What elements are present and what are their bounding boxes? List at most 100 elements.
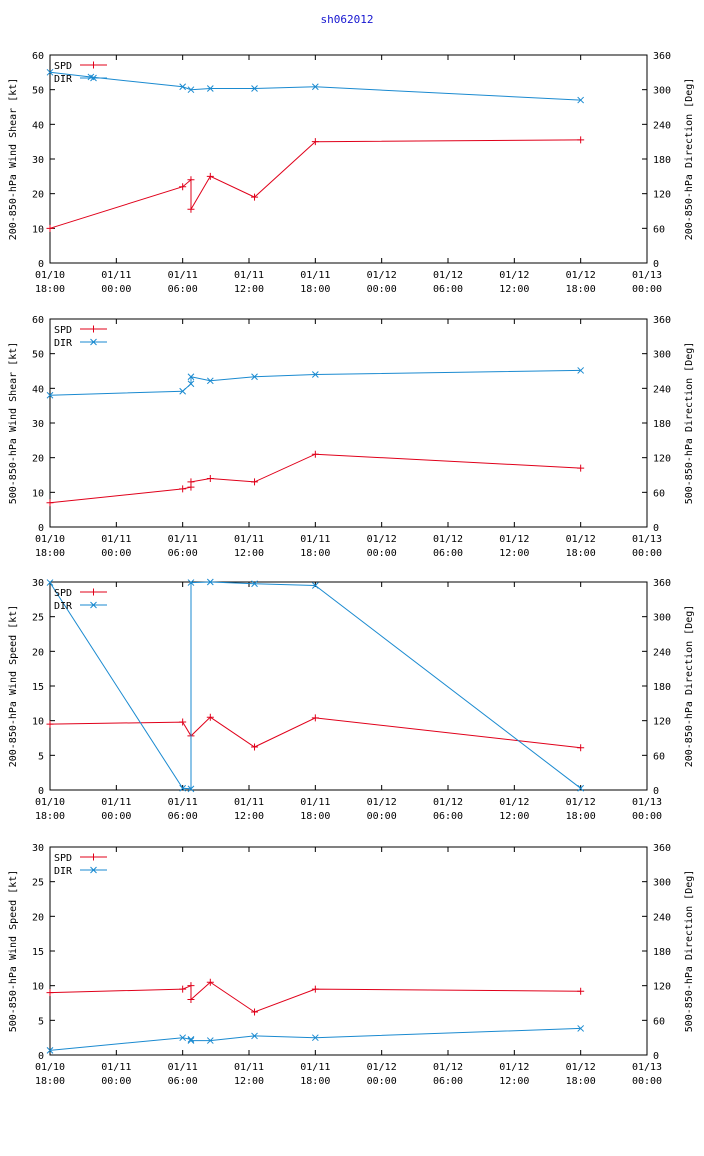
- x-tick-time: 00:00: [367, 1076, 397, 1087]
- x-tick-time: 18:00: [35, 548, 65, 559]
- legend-marker-dir: [90, 338, 97, 346]
- y-tick-label: 10: [32, 717, 44, 728]
- series-spd: [46, 450, 585, 507]
- x-tick-time: 00:00: [632, 811, 662, 822]
- x-tick-date: 01/10: [35, 534, 65, 545]
- data-point-spd: [46, 499, 54, 507]
- y-tick-label: 15: [32, 682, 44, 693]
- y2-tick-label: 120: [653, 190, 671, 201]
- x-tick-time: 06:00: [168, 284, 198, 295]
- x-tick-date: 01/12: [367, 270, 397, 281]
- y-tick-label: 0: [38, 1051, 44, 1062]
- series-spd: [46, 978, 585, 1016]
- x-tick-time: 18:00: [566, 1076, 596, 1087]
- data-point-dir: [206, 578, 214, 586]
- x-tick-time: 12:00: [499, 1076, 529, 1087]
- x-tick-date: 01/12: [367, 534, 397, 545]
- legend-marker-dir: [90, 601, 97, 609]
- plot-frame: [49, 54, 648, 264]
- x-tick-date: 01/12: [499, 534, 529, 545]
- series-line-dir: [49, 1027, 581, 1051]
- data-point-dir: [187, 86, 195, 94]
- data-point-dir: [187, 1037, 195, 1044]
- x-tick-time: 18:00: [35, 284, 65, 295]
- y2-tick-label: 0: [653, 1051, 659, 1062]
- chart-panel-4: 05101520253006012018024030036001/1018:00…: [8, 843, 695, 1087]
- series-spd: [46, 136, 585, 232]
- x-tick-time: 12:00: [234, 284, 264, 295]
- series-line-spd: [49, 453, 581, 504]
- data-point-dir: [311, 371, 319, 378]
- x-tick-time: 12:00: [499, 811, 529, 822]
- x-tick-time: 00:00: [632, 548, 662, 559]
- series-line-spd: [49, 139, 581, 229]
- y-tick-label: 20: [32, 912, 44, 923]
- y-tick-label: 0: [38, 259, 44, 270]
- series-line-spd: [49, 716, 581, 749]
- x-tick-date: 01/11: [101, 797, 131, 808]
- y-tick-label: 0: [38, 523, 44, 534]
- x-tick-date: 01/11: [168, 797, 198, 808]
- data-point-spd: [251, 1008, 259, 1016]
- y2-tick-label: 360: [653, 315, 671, 326]
- series-line-dir: [49, 581, 582, 790]
- y2-tick-label: 240: [653, 384, 671, 395]
- x-tick-time: 06:00: [433, 284, 463, 295]
- data-point-dir: [577, 367, 585, 374]
- y2-tick-label: 240: [653, 647, 671, 658]
- data-point-spd: [577, 987, 585, 995]
- data-point-dir: [206, 85, 214, 92]
- y-tick-label: 30: [32, 155, 44, 166]
- x-tick-date: 01/13: [632, 797, 662, 808]
- y-tick-label: 10: [32, 982, 44, 993]
- data-point-dir: [251, 373, 258, 381]
- y2-tick-label: 240: [653, 912, 671, 923]
- y-tick-label: 25: [32, 878, 44, 889]
- legend-marker-dir: [90, 866, 97, 874]
- x-tick-date: 01/12: [499, 797, 529, 808]
- legend: SPD DIR: [54, 61, 107, 85]
- plot-frame: [49, 846, 648, 1056]
- x-tick-time: 00:00: [101, 548, 131, 559]
- plot-frame: [49, 318, 648, 528]
- x-tick-time: 18:00: [566, 811, 596, 822]
- data-point-dir: [577, 1025, 585, 1032]
- x-tick-time: 00:00: [367, 811, 397, 822]
- data-point-dir: [187, 380, 195, 388]
- x-tick-date: 01/12: [433, 270, 463, 281]
- x-tick-date: 01/11: [234, 534, 264, 545]
- x-tick-date: 01/13: [632, 534, 662, 545]
- legend-marker-spd: [90, 61, 97, 69]
- x-tick-time: 12:00: [234, 1076, 264, 1087]
- data-point-spd: [187, 478, 195, 486]
- x-tick-time: 00:00: [101, 1076, 131, 1087]
- x-tick-date: 01/12: [566, 534, 596, 545]
- data-point-spd: [46, 989, 54, 997]
- series-dir: [46, 1025, 585, 1054]
- x-tick-time: 12:00: [499, 548, 529, 559]
- legend-marker-spd: [90, 853, 97, 861]
- y-tick-label: 60: [32, 51, 44, 62]
- data-point-spd: [311, 450, 319, 458]
- data-point-spd: [179, 183, 187, 191]
- x-tick-date: 01/10: [35, 1062, 65, 1073]
- y-axis-label: 200-850-hPa Wind Speed [kt]: [8, 605, 19, 768]
- legend: SPD DIR: [54, 588, 107, 612]
- data-point-dir: [577, 96, 585, 104]
- y2-tick-label: 180: [653, 947, 671, 958]
- series-dir: [46, 367, 585, 399]
- y-tick-label: 30: [32, 578, 44, 589]
- y-axis-label: 500-850-hPa Wind Speed [kt]: [8, 870, 19, 1033]
- y2-tick-label: 300: [653, 613, 671, 624]
- data-point-dir: [46, 391, 54, 399]
- y2-tick-label: 60: [653, 488, 665, 499]
- y2-tick-label: 60: [653, 224, 665, 235]
- y2-axis-label: 200-850-hPa Direction [Deg]: [684, 78, 695, 241]
- x-tick-date: 01/11: [168, 1062, 198, 1073]
- legend-label-dir: DIR: [54, 74, 73, 85]
- y-tick-label: 5: [38, 751, 44, 762]
- data-point-spd: [46, 224, 54, 232]
- x-tick-date: 01/11: [101, 534, 131, 545]
- x-tick-date: 01/11: [300, 797, 330, 808]
- x-tick-date: 01/13: [632, 1062, 662, 1073]
